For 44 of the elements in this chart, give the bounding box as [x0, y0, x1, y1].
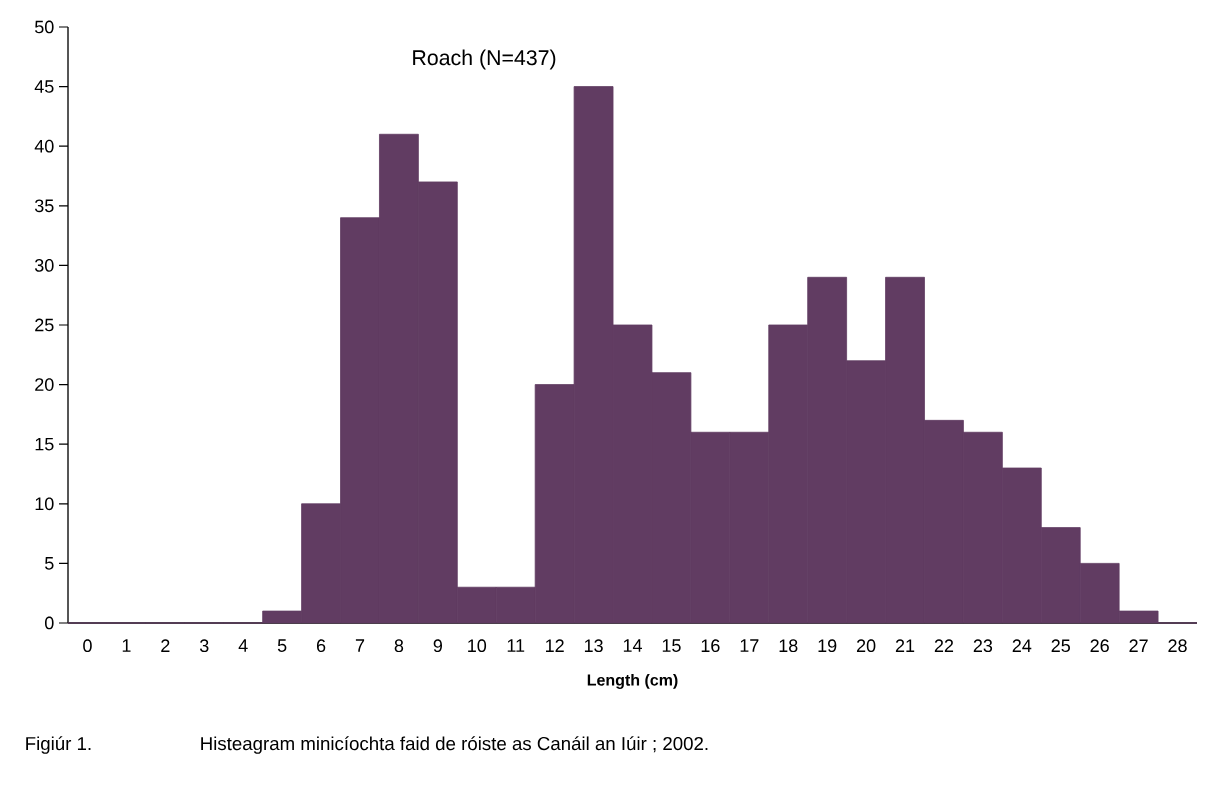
x-tick-label: 20 — [856, 639, 876, 653]
y-tick-label: 10 — [35, 497, 54, 511]
x-tick-label: 28 — [1168, 639, 1187, 653]
x-axis-title: Length (cm) — [587, 673, 678, 689]
y-tick-label: 5 — [45, 557, 54, 570]
y-tick-label: 35 — [34, 199, 54, 213]
x-tick-label: 7 — [355, 639, 365, 652]
x-tick-label: 12 — [546, 639, 564, 652]
annotation: Roach (N=437) — [413, 49, 556, 70]
y-tick-label: 45 — [34, 80, 54, 93]
text: Histeagram minicíochta faid de róiste as Canáil an Iúir ; 2002. — [201, 736, 708, 754]
x-tick-label: 27 — [1129, 639, 1148, 652]
x-tick-label: 6 — [316, 639, 326, 653]
x-tick-label: 23 — [973, 639, 993, 653]
y-tick-label: 30 — [34, 259, 54, 272]
x-tick-label: 21 — [895, 639, 915, 652]
x-tick-label: 3 — [199, 639, 209, 653]
y-tick-label: 20 — [35, 378, 54, 391]
x-tick-label: 9 — [433, 639, 442, 653]
x-tick-label: 25 — [1051, 639, 1070, 653]
x-tick-label: 17 — [740, 639, 759, 652]
x-tick-label: 16 — [701, 639, 720, 653]
x-tick-label: 19 — [818, 639, 837, 653]
x-tick-label: 13 — [584, 639, 603, 653]
x-tick-label: 18 — [779, 639, 798, 653]
text: Figiúr 1. — [26, 736, 91, 754]
x-tick-label: 22 — [934, 639, 954, 652]
y-tick-label: 50 — [34, 20, 54, 34]
x-tick-label: 10 — [468, 639, 487, 653]
x-tick-label: 26 — [1090, 639, 1109, 653]
x-tick-label: 0 — [83, 639, 92, 653]
x-tick-label: 15 — [662, 639, 681, 652]
x-tick-label: 2 — [161, 639, 170, 652]
x-tick-label: 24 — [1012, 639, 1032, 652]
y-tick-label: 0 — [45, 616, 54, 630]
x-tick-label: 8 — [394, 639, 404, 653]
x-tick-label: 4 — [238, 639, 248, 652]
x-tick-label: 5 — [277, 639, 287, 652]
y-tick-label: 25 — [35, 318, 54, 332]
x-tick-label: 14 — [623, 639, 642, 652]
y-tick-label: 15 — [35, 437, 54, 451]
y-tick-label: 40 — [34, 139, 54, 153]
x-tick-label: 1 — [122, 639, 131, 652]
x-tick-label: 11 — [507, 639, 525, 652]
